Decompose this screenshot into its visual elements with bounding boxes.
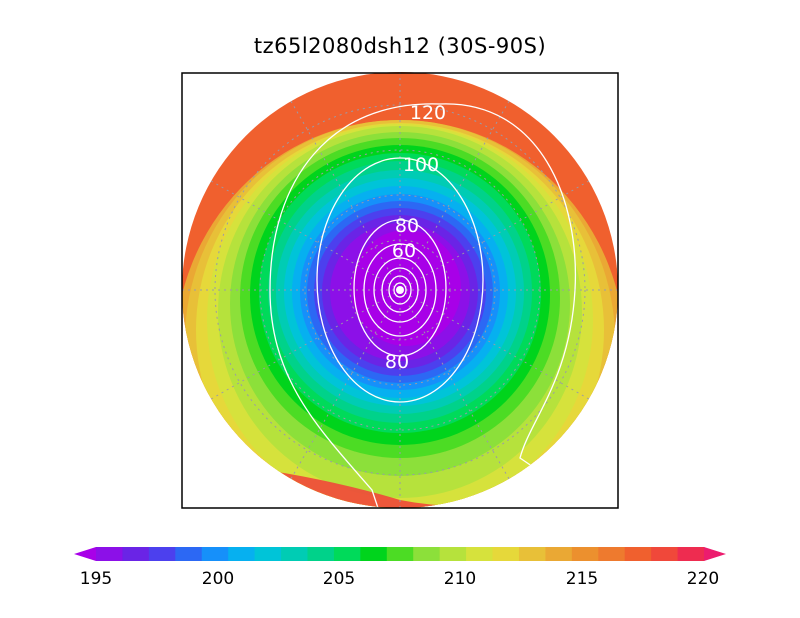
latitude-circle — [214, 104, 586, 476]
colorbar-min-cap — [74, 547, 96, 561]
colorbar-box — [96, 547, 123, 561]
longitude-line — [200, 289, 401, 406]
colorbar-box — [201, 547, 229, 561]
contour-inner — [393, 282, 407, 298]
colorbar-box — [624, 547, 652, 561]
contour-inner — [388, 275, 412, 305]
contour-label: 80 — [395, 215, 419, 237]
contour-label: 60 — [392, 240, 416, 262]
colorbar-box — [228, 547, 256, 561]
plot-title: tz65l2080dsh12 (30S-90S) — [253, 34, 547, 58]
colorbar-tick-label: 195 — [79, 569, 113, 589]
colorbar-box — [281, 547, 308, 561]
colorbar-tick-label: 205 — [322, 569, 356, 589]
lat-lon-gridlines — [182, 72, 618, 508]
colorbar-tick-label: 210 — [443, 569, 477, 589]
colorbar-tick-label: 215 — [565, 569, 599, 589]
colorbar-box — [122, 547, 150, 561]
contour-60 — [363, 243, 437, 337]
colorbar-box — [466, 547, 494, 561]
colorbar-box — [333, 547, 361, 561]
longitude-line — [399, 90, 516, 291]
map-frame — [181, 72, 619, 509]
colorbar-box — [677, 547, 705, 561]
latitude-circle — [304, 194, 496, 386]
contour-100 — [316, 157, 484, 403]
longitude-line — [200, 174, 401, 291]
temperature-field — [182, 72, 618, 508]
contour-label: 80 — [385, 351, 409, 373]
colorbar-box — [492, 547, 520, 561]
colorbar-box — [360, 547, 388, 561]
contour-120 — [269, 103, 577, 508]
colorbar-box — [175, 547, 203, 561]
longitude-line — [284, 289, 401, 490]
contour-labels: 120 100 80 60 80 — [385, 102, 446, 373]
longitude-line — [284, 90, 401, 291]
colorbar-box — [545, 547, 573, 561]
colorbar-box — [148, 547, 176, 561]
colorbar-box — [307, 547, 335, 561]
colorbar-tick-label: 200 — [201, 569, 235, 589]
colorbar — [74, 547, 726, 561]
longitude-line — [399, 289, 600, 406]
colorbar-box — [651, 547, 679, 561]
longitude-line — [399, 289, 516, 490]
contour-inner — [381, 267, 419, 313]
contour-label: 120 — [410, 102, 446, 124]
colorbar-box — [386, 547, 414, 561]
colorbar-box — [413, 547, 441, 561]
colorbar-max-cap — [704, 547, 726, 561]
contour-label: 100 — [403, 154, 439, 176]
contour-inner — [373, 257, 427, 323]
colorbar-tick-label: 220 — [686, 569, 720, 589]
colorbar-box — [598, 547, 626, 561]
colorbar-box — [571, 547, 599, 561]
colorbar-box — [439, 547, 467, 561]
contour-lines — [269, 103, 577, 508]
colorbar-box — [254, 547, 282, 561]
pole-point — [396, 286, 404, 294]
longitude-line — [399, 174, 600, 291]
colorbar-box — [518, 547, 546, 561]
contour-80 — [353, 219, 447, 357]
